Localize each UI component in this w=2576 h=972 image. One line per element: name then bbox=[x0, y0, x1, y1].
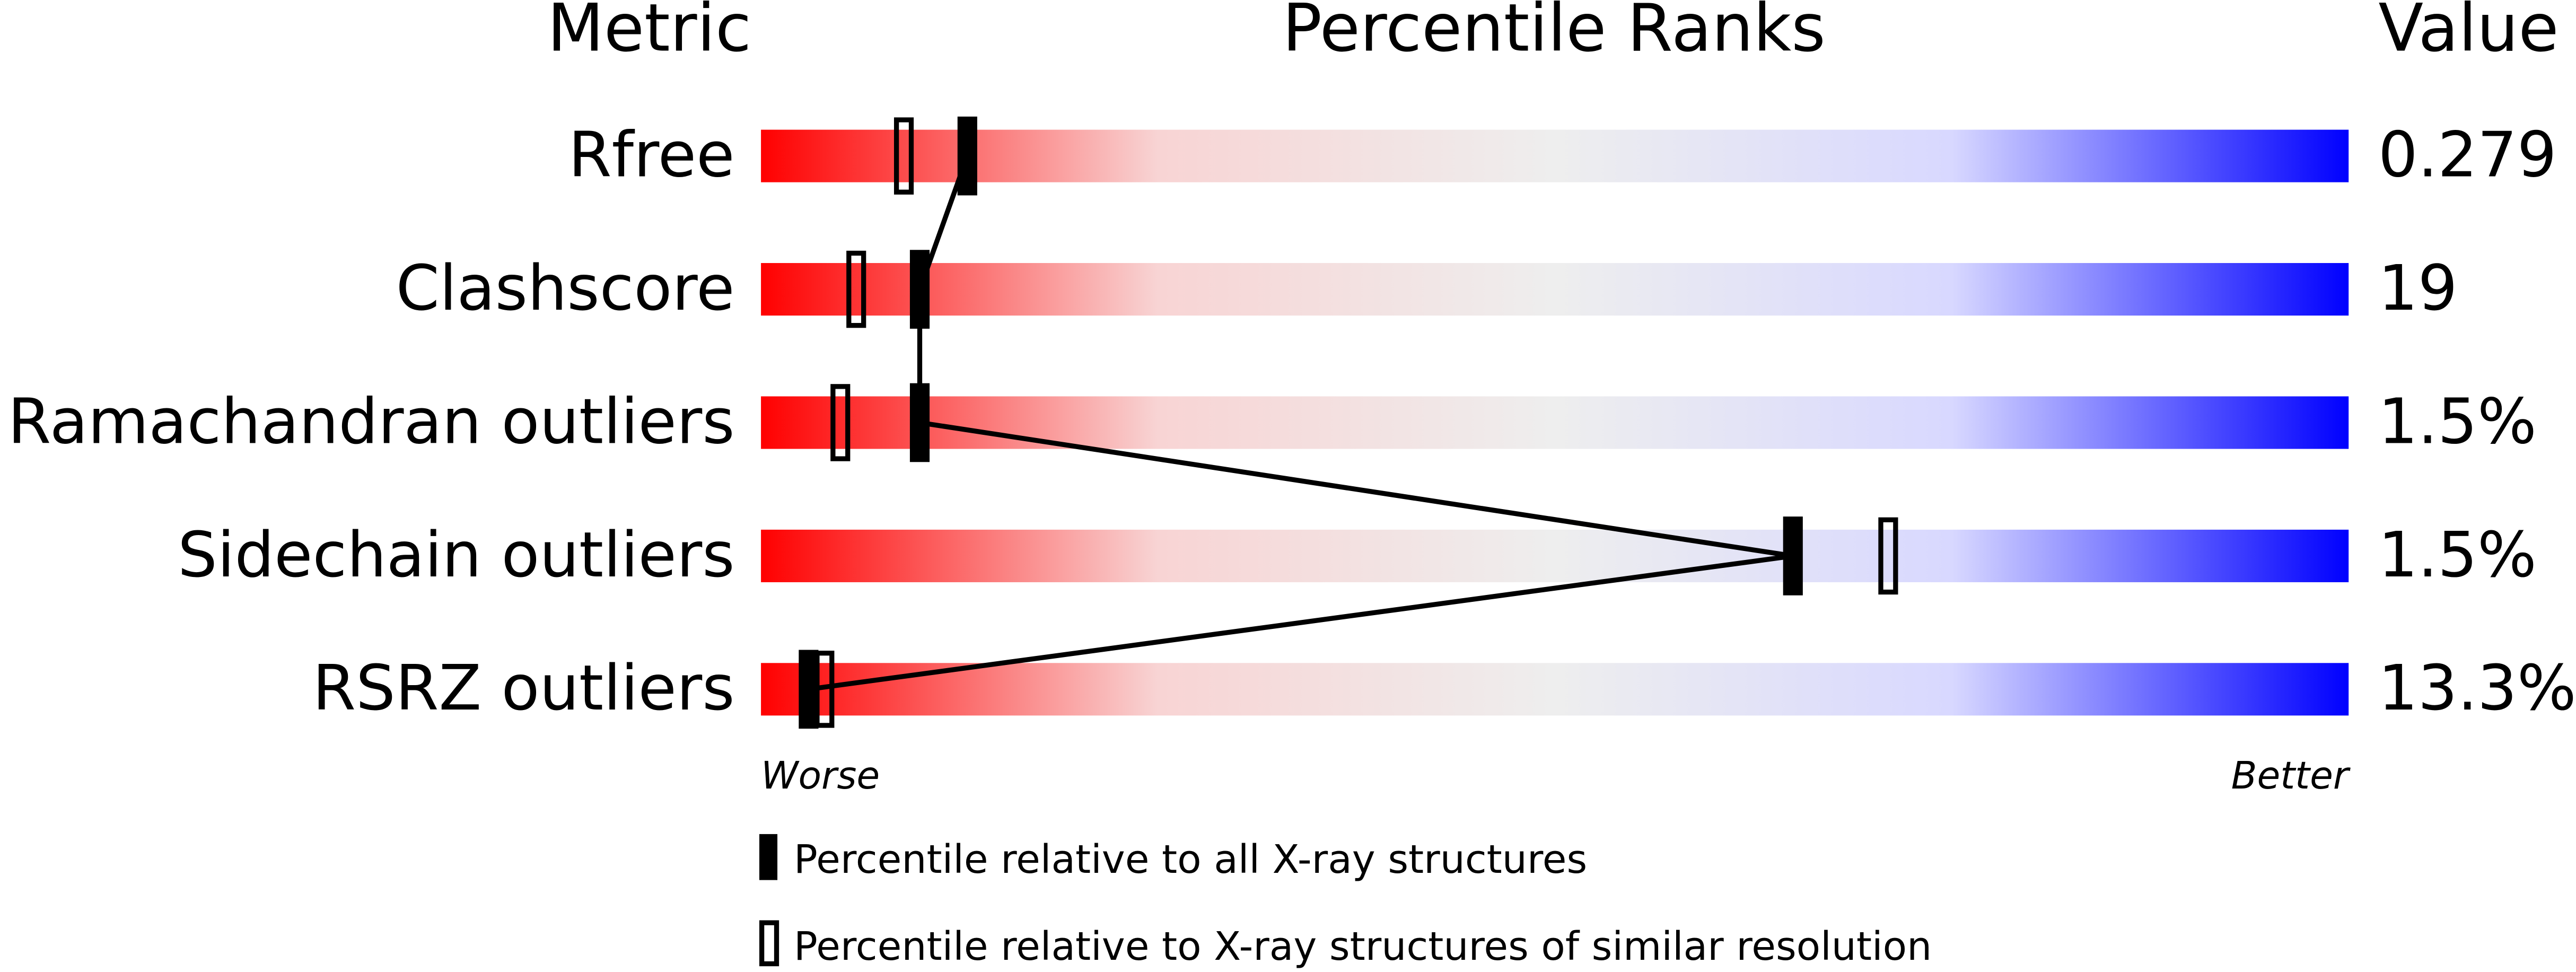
metric-label: Ramachandran outliers bbox=[8, 385, 735, 458]
metric-label: Rfree bbox=[568, 119, 735, 191]
metric-label: Sidechain outliers bbox=[178, 519, 734, 591]
value-header: Value bbox=[2378, 0, 2559, 67]
similar-resolution-marker bbox=[846, 250, 866, 328]
percentile-bar bbox=[761, 263, 2349, 316]
ranks-header: Percentile Ranks bbox=[1282, 0, 1825, 67]
metric-value: 1.5% bbox=[2378, 519, 2537, 591]
metric-header: Metric bbox=[547, 0, 751, 67]
all-structures-marker bbox=[909, 383, 930, 462]
metric-value: 0.279 bbox=[2378, 119, 2557, 191]
all-structures-marker bbox=[909, 250, 930, 329]
metric-value: 1.5% bbox=[2378, 385, 2537, 458]
all-structures-marker bbox=[957, 116, 977, 196]
metric-label: RSRZ outliers bbox=[312, 652, 734, 724]
worse-label: Worse bbox=[761, 754, 880, 798]
similar-resolution-marker bbox=[893, 117, 914, 195]
metric-value: 19 bbox=[2378, 252, 2458, 325]
metric-label: Clashscore bbox=[396, 252, 735, 325]
all-structures-marker bbox=[799, 650, 819, 729]
percentile-bar bbox=[761, 529, 2349, 582]
similar-resolution-marker bbox=[1878, 517, 1898, 595]
percentile-bar bbox=[761, 129, 2349, 182]
percentile-bar bbox=[761, 396, 2349, 449]
better-label: Better bbox=[2231, 754, 2351, 798]
percentile-bar bbox=[761, 663, 2349, 716]
metric-value: 13.3% bbox=[2378, 652, 2576, 724]
all-structures-marker bbox=[1783, 516, 1803, 596]
legend-label: Percentile relative to X-ray structures … bbox=[794, 923, 1932, 969]
legend-hollow-icon bbox=[759, 920, 779, 967]
legend-filled-icon bbox=[759, 834, 778, 880]
similar-resolution-marker bbox=[830, 384, 851, 461]
legend-label: Percentile relative to all X-ray structu… bbox=[794, 836, 1587, 882]
